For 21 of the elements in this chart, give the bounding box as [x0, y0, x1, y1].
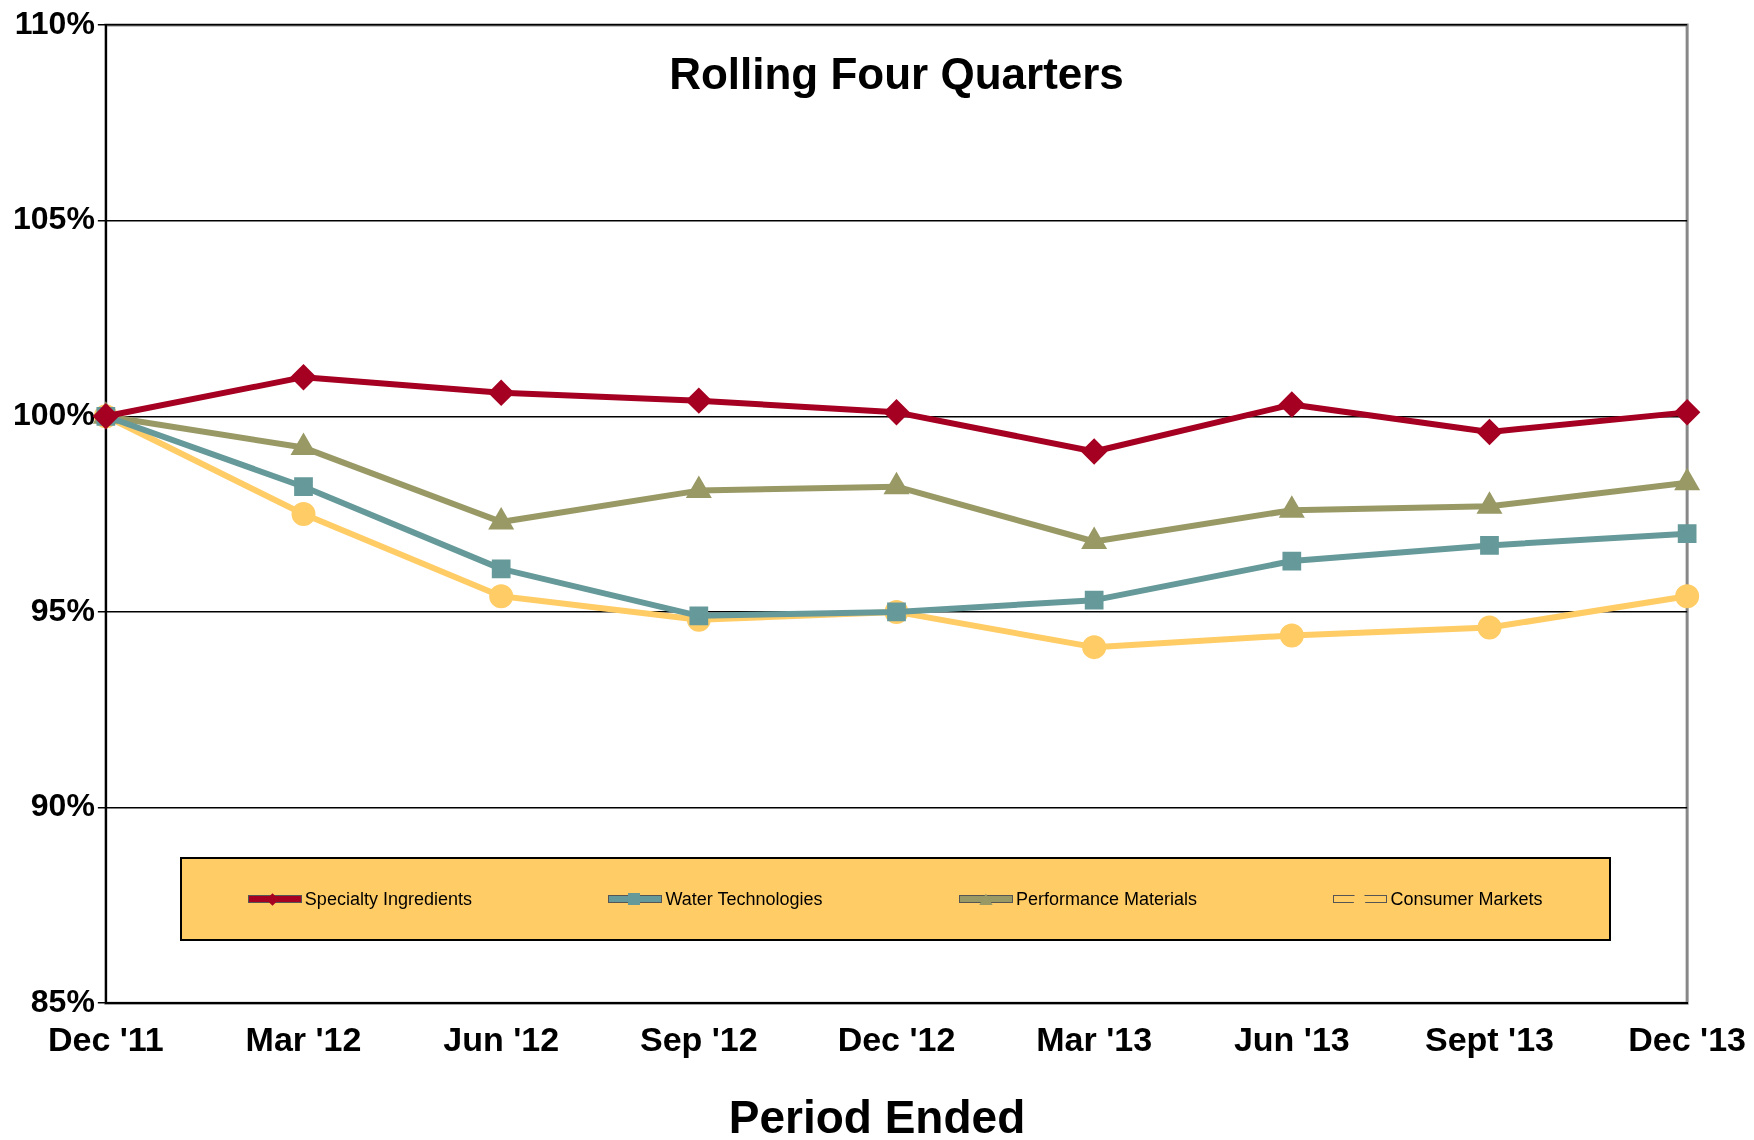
x-tick-label: Mar '12 [245, 1019, 362, 1058]
x-tick-label: Sept '13 [1424, 1019, 1554, 1058]
x-tick-label: Mar '13 [1036, 1019, 1153, 1058]
x-tick-label: Dec '11 [47, 1019, 164, 1058]
y-tick-label: 105% [13, 200, 95, 237]
x-tick-label: Jun '12 [443, 1019, 560, 1058]
y-tick-label: 110% [14, 4, 95, 41]
legend-label: Consumer Markets [1390, 888, 1543, 910]
y-tick-label: 95% [30, 591, 95, 628]
x-tick-label: Sep '12 [639, 1019, 758, 1058]
y-tick-label: 100% [13, 396, 95, 433]
legend-label: Performance Materials [1015, 888, 1197, 910]
x-tick-label: Dec '13 [1628, 1019, 1747, 1058]
y-tick-label: 90% [30, 787, 95, 824]
x-tick-label: Dec '12 [837, 1019, 956, 1058]
text: Rolling Four Quarters [669, 49, 1124, 99]
y-tick-label: 85% [30, 983, 95, 1020]
x-axis-title: Period Ended [727, 1090, 1027, 1140]
legend-label: Specialty Ingredients [304, 888, 472, 910]
legend-label: Water Technologies [665, 888, 823, 910]
x-tick-label: Jun '13 [1233, 1019, 1350, 1058]
